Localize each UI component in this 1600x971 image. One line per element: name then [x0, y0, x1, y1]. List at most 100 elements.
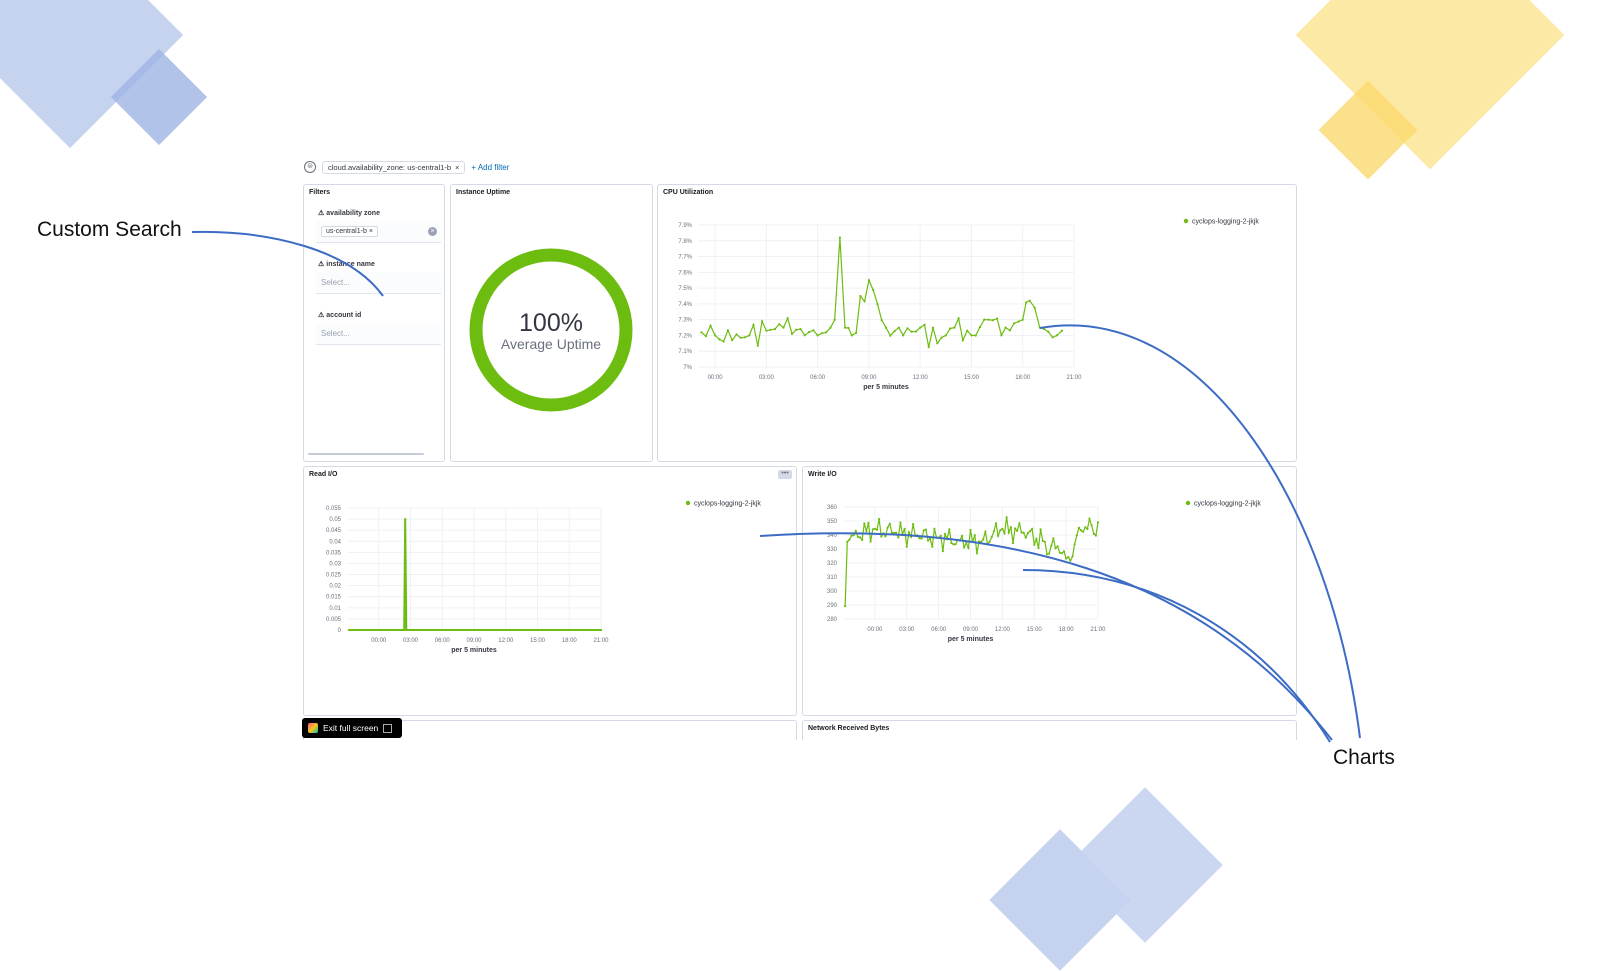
data-point: [889, 334, 892, 337]
data-point: [1021, 318, 1024, 321]
data-point: [902, 334, 905, 337]
y-tick-label: 0.03: [329, 561, 341, 567]
y-tick-label: 7.6%: [678, 270, 692, 276]
panel-title: Read I/O: [309, 471, 338, 478]
data-point: [1028, 530, 1032, 533]
y-tick-label: 0.04: [329, 539, 341, 545]
data-point: [863, 300, 866, 303]
logo-icon: [308, 723, 318, 733]
data-point: [924, 528, 927, 531]
instance-name-select[interactable]: Select...: [316, 272, 441, 294]
exit-fullscreen-button[interactable]: Exit full screen: [302, 718, 402, 738]
y-tick-label: 7.1%: [678, 349, 692, 355]
availability-zone-select[interactable]: us-central1-b × ×: [316, 221, 441, 243]
data-point: [1033, 306, 1036, 309]
panel-title: Instance Uptime: [456, 189, 511, 196]
data-point: [1013, 322, 1016, 325]
x-tick-label: 18:00: [1015, 375, 1031, 381]
fullscreen-exit-icon: [383, 723, 393, 733]
data-point: [901, 533, 904, 536]
y-tick-label: 7.9%: [678, 223, 692, 229]
data-point: [1082, 530, 1085, 533]
data-point: [888, 522, 891, 525]
data-point: [961, 339, 964, 342]
data-point: [816, 334, 819, 337]
chip-close-icon[interactable]: ×: [368, 228, 373, 235]
y-tick-label: 7.2%: [678, 333, 692, 339]
data-point: [718, 338, 721, 341]
y-tick-label: 0.05: [329, 517, 341, 523]
y-tick-label: 0: [338, 628, 342, 634]
data-point: [829, 326, 832, 329]
data-point: [944, 334, 947, 337]
selected-chip[interactable]: us-central1-b ×: [321, 226, 378, 237]
data-point: [1077, 526, 1080, 529]
data-point: [971, 540, 974, 543]
data-point: [850, 534, 853, 537]
data-point: [919, 326, 922, 329]
add-filter-link[interactable]: + Add filter: [471, 162, 510, 172]
data-point: [977, 540, 981, 543]
data-point: [1016, 529, 1019, 532]
data-point: [948, 528, 951, 531]
data-point: [1060, 552, 1063, 555]
data-point: [969, 528, 972, 532]
data-point: [897, 536, 900, 539]
data-point: [943, 532, 947, 535]
x-tick-label: 15:00: [964, 375, 980, 381]
y-tick-label: 290: [827, 603, 838, 609]
data-point: [1037, 546, 1040, 550]
data-point: [936, 342, 939, 345]
y-tick-label: 7.3%: [678, 318, 692, 324]
data-point: [893, 330, 896, 333]
data-point: [739, 336, 742, 339]
data-point: [714, 334, 717, 337]
x-axis-label: per 5 minutes: [948, 636, 994, 643]
data-point: [1033, 543, 1036, 546]
panel-title: Network Received Bytes: [808, 725, 890, 732]
data-point: [878, 518, 881, 521]
x-tick-label: 06:00: [931, 627, 947, 633]
data-point: [890, 531, 893, 534]
data-point: [984, 530, 987, 533]
data-point: [950, 541, 953, 544]
y-tick-label: 320: [827, 561, 838, 567]
data-point: [1065, 557, 1068, 560]
data-point: [914, 330, 917, 333]
horizontal-scrollbar[interactable]: [308, 453, 424, 455]
clear-selection-icon[interactable]: ×: [428, 227, 437, 236]
panel-cpu-utilization: CPU Utilization 7% 7.1% 7.2% 7.3% 7.4% 7.5% 7.…: [657, 184, 1297, 462]
data-point: [923, 323, 926, 326]
data-point: [992, 530, 995, 533]
data-point: [825, 331, 828, 334]
data-point: [994, 522, 998, 525]
data-point: [965, 541, 968, 544]
data-point: [847, 326, 850, 330]
data-point: [1055, 334, 1058, 337]
close-icon[interactable]: ×: [455, 162, 460, 172]
data-point: [997, 534, 1000, 537]
filter-pill-availability-zone[interactable]: cloud.availability_zone: us-central1-b ×: [322, 160, 466, 174]
data-point: [897, 326, 900, 329]
data-point: [844, 605, 847, 608]
data-point: [974, 334, 977, 337]
panel-write-io: Write I/O 280 290 300 310 320 330 340 350 360 00:…: [802, 466, 1297, 716]
data-point: [1094, 534, 1097, 537]
data-point: [884, 535, 887, 538]
panel-network-received-bytes: Network Received Bytes: [802, 720, 1297, 740]
data-point: [1048, 552, 1051, 555]
data-point: [790, 332, 794, 335]
x-tick-label: 03:00: [899, 627, 915, 633]
account-id-select[interactable]: Select...: [316, 323, 441, 345]
filter-options-icon[interactable]: ⊜: [304, 161, 316, 173]
data-point: [926, 539, 930, 542]
data-point: [803, 334, 806, 337]
data-point: [865, 529, 868, 533]
data-point: [988, 540, 991, 543]
warning-icon: ⚠: [318, 210, 325, 217]
uptime-value: 100%: [519, 309, 583, 337]
data-point: [967, 546, 970, 549]
data-point: [1075, 534, 1078, 537]
data-point: [700, 331, 703, 334]
panel-options-button[interactable]: •••: [778, 470, 792, 479]
